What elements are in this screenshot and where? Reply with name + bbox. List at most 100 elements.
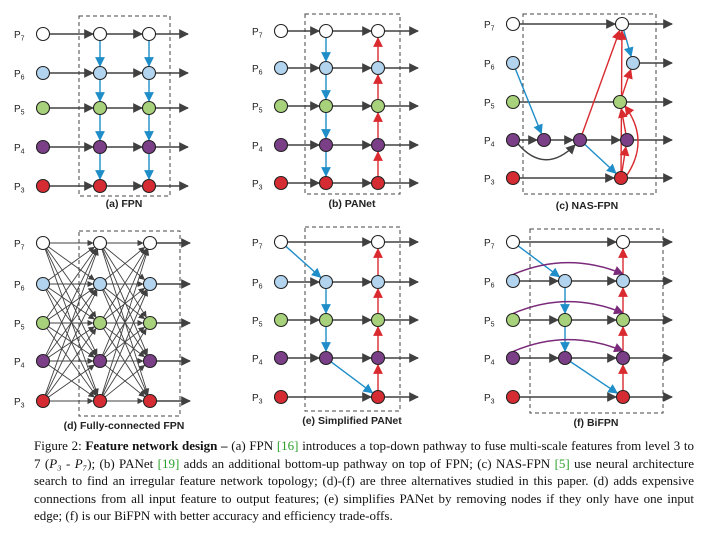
caption-text-3: ); (b) PANet [87,455,154,471]
panel-a-level-label-p6: P6 [14,69,25,82]
panel-e-input-p3-node [273,389,289,405]
caption-text-4: adds an additional bottom-up pathway on … [183,455,551,471]
panel-b-bu-p4-node [370,137,386,153]
panel-d-c1-p4-node [92,353,108,369]
panel-d-c1-p5-node [92,315,108,331]
caption-text-5: use neural architecture search to find a… [34,455,695,524]
feature-network-diagram: P7 P6 P5 P4 P3 (a) FPN P7 P6 P5 P4 P3 (b) PANet P7 P6… [14,13,673,432]
panel-b-input-p4-node [273,137,289,153]
panel-f-out-p3-node [615,389,631,405]
panel-f-input-p4-node [505,350,521,366]
panel-c-skip-edge [517,143,576,161]
figure-caption: Figure 2: Feature network design – (a) F… [34,437,694,525]
panel-b-input-p5-node [273,98,289,114]
caption-math: P₃ - P₇ [49,455,88,471]
panel-a-input-p3-node [35,178,51,194]
panel-d-input-p3-node [35,393,51,409]
nodes-layer [35,16,641,409]
panel-a-dashed-box [78,15,171,197]
panel-e-title: (e) Simplified PANet [302,415,402,427]
panel-d-c1-p6-node [92,276,108,292]
panel-a-c2-p4-node [141,139,157,155]
panel-b-input-p3-node [273,175,289,191]
panel-f-out-p7-node [615,234,631,250]
panel-c-input-p7-node [505,16,521,32]
panel-f-out-p6-node [615,273,631,289]
panel-c-edge [584,143,617,174]
panel-b-level-label-p6: P6 [252,64,263,77]
panel-d-dense-edge [104,287,145,320]
panel-d-dense-edge [44,248,99,396]
panel-d-c2-p3-node [142,393,158,409]
panel-f-out-p4-node [615,350,631,366]
panel-d-dense-edge [48,246,95,281]
panel-c-mid2-p4-node [572,132,588,148]
panel-f-out-p5-node [615,312,631,328]
panel-c-skip-edge [624,105,639,176]
panel-e-out-p7-node [370,234,386,250]
panel-d-dashed-box [78,230,181,417]
panel-d-title: (d) Fully-connected FPN [64,420,185,432]
panel-f-title: (f) BiFPN [574,417,619,429]
panel-e-level-label-p3: P3 [252,393,263,406]
panel-d-dense-edge [104,364,146,398]
panel-a-level-label-p5: P5 [14,104,25,117]
panel-c-dashed-box [522,13,657,195]
panel-f-topdown-edge [570,361,619,394]
panel-d-input-p6-node [35,276,51,292]
panel-d-input-p5-node [35,315,51,331]
panel-c-out-p5-node [612,94,628,110]
caption-label: Figure 2: [34,438,82,453]
panel-f-topdown-edge [517,245,561,278]
panel-b-td-p4-node [318,137,334,153]
panel-f-level-label-p6: P6 [484,277,495,290]
panel-d-dense-edge [45,289,98,396]
panel-b-level-label-p5: P5 [252,102,263,115]
panel-d-dense-edge [45,248,98,356]
panel-d-level-label-p3: P3 [14,397,25,410]
panel-f-level-label-p5: P5 [484,316,495,329]
panel-b-dashed-box [304,13,401,195]
panel-a-c2-p7-node [141,26,157,42]
citation-fpn[interactable]: [16] [276,438,299,453]
panel-e-topdown-edge [285,245,322,279]
panel-a-c1-p4-node [92,139,108,155]
panel-d-dense-edge [102,289,148,396]
panel-c-level-label-p4: P4 [484,136,495,149]
panel-b-bu-p6-node [370,60,386,76]
panel-b-td-p5-node [318,98,334,114]
panel-e-level-label-p7: P7 [252,238,263,251]
panel-e-out-p6-node [370,274,386,290]
panel-d-c2-p6-node [142,276,158,292]
panel-d-c2-p7-node [142,235,158,251]
panel-f-input-p5-node [505,312,521,328]
panel-b-title: (b) PANet [328,198,376,210]
panel-b-level-label-p4: P4 [252,141,263,154]
caption-title: Feature network design – [85,438,228,453]
panel-d-dense-edge [103,328,147,396]
citation-panet[interactable]: [19] [157,455,180,471]
panel-c-input-p5-node [505,94,521,110]
panel-a-level-label-p3: P3 [14,182,25,195]
citation-nasfpn[interactable]: [5] [554,455,570,471]
panel-c-edge [618,107,628,134]
panel-a-level-label-p7: P7 [14,30,25,43]
panel-d-level-label-p5: P5 [14,319,25,332]
panel-b-level-label-p7: P7 [252,27,263,40]
panel-e-input-p7-node [273,234,289,250]
panel-a-level-label-p4: P4 [14,143,25,156]
panel-e-dashed-box [304,226,401,412]
panel-a-c1-p6-node [92,65,108,81]
panel-b-td-p7-node [318,23,334,39]
panel-d-level-label-p4: P4 [14,357,25,370]
panel-c-edge [514,68,543,135]
panel-c-edge [621,68,633,97]
panel-f-input-p7-node [505,234,521,250]
panel-a-c1-p7-node [92,26,108,42]
panel-c-mid1-p4-node [536,132,552,148]
panel-d-dense-edge [103,248,147,318]
caption-text-2: introduces a top-down pathway to fuse mu… [34,438,695,471]
panel-c-out-p4-node [619,132,635,148]
panel-a-c1-p5-node [92,100,108,116]
panel-e-out-p3-node [370,389,386,405]
